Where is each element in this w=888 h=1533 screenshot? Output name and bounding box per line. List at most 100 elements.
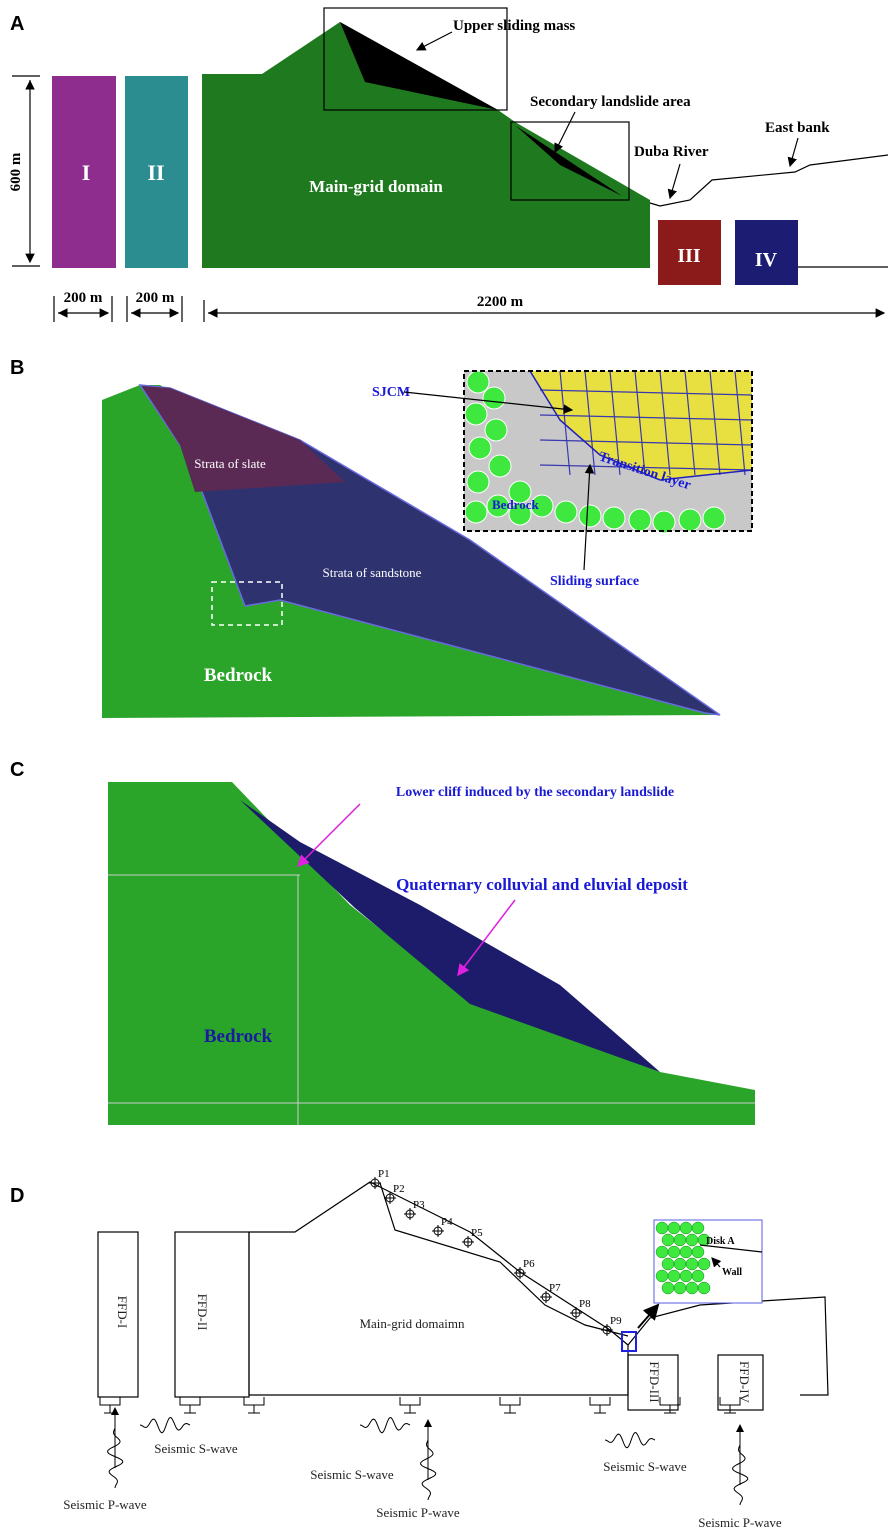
terrain xyxy=(650,155,888,206)
damper xyxy=(400,1397,420,1413)
annotation: Upper sliding mass xyxy=(453,18,575,34)
disk xyxy=(629,509,651,531)
annotation: Duba River xyxy=(634,144,709,160)
disk xyxy=(465,501,487,523)
wave-label: Seismic P-wave xyxy=(698,1515,782,1530)
disk xyxy=(662,1234,674,1246)
dimension-label: 200 m xyxy=(136,290,175,306)
damper xyxy=(180,1397,200,1413)
wave-label: Seismic P-wave xyxy=(376,1505,460,1520)
disk xyxy=(662,1282,674,1294)
disk xyxy=(662,1258,674,1270)
inset-label: Bedrock xyxy=(492,497,539,512)
damper xyxy=(244,1397,264,1413)
block-label: IV xyxy=(755,249,778,271)
point-label: P5 xyxy=(471,1227,483,1239)
disk xyxy=(674,1258,686,1270)
panel-label: B xyxy=(10,357,24,379)
point-label: P6 xyxy=(523,1258,535,1270)
inset-label: Sliding surface xyxy=(550,574,639,589)
domain-label: Main-grid domain xyxy=(309,177,443,196)
disk xyxy=(692,1222,704,1234)
wave-label: Seismic S-wave xyxy=(603,1459,687,1474)
arrow xyxy=(417,32,452,50)
dimension-label: 2200 m xyxy=(477,294,524,310)
disk xyxy=(698,1282,710,1294)
annotation: East bank xyxy=(765,120,830,136)
strata-label: Strata of slate xyxy=(194,456,266,471)
disk xyxy=(656,1270,668,1282)
block-label: III xyxy=(677,245,701,267)
ffd-label: FFD-I xyxy=(115,1296,130,1329)
disk xyxy=(485,419,507,441)
disk xyxy=(686,1258,698,1270)
disk xyxy=(465,403,487,425)
disk xyxy=(680,1246,692,1258)
disk xyxy=(698,1258,710,1270)
panel-a: A I II III IV Main-grid domain Upper sli… xyxy=(8,8,888,322)
disk xyxy=(483,387,505,409)
inset-label: Disk A xyxy=(706,1236,735,1247)
ffd-label: FFD-III xyxy=(647,1361,662,1402)
bedrock-label: Bedrock xyxy=(204,1026,273,1047)
point-label: P3 xyxy=(413,1199,425,1211)
panel-c: C Lower cliff induced by the secondary l… xyxy=(10,759,755,1125)
figure: A I II III IV Main-grid domain Upper sli… xyxy=(0,0,888,1533)
block-label: II xyxy=(147,160,164,185)
panel-label: D xyxy=(10,1185,24,1207)
disk xyxy=(489,455,511,477)
disk xyxy=(469,437,491,459)
damper xyxy=(590,1397,610,1413)
panel-label: C xyxy=(10,759,24,781)
annotation: Quaternary colluvial and eluvial deposit xyxy=(396,875,688,894)
disk xyxy=(679,509,701,531)
annotation: Secondary landslide area xyxy=(530,94,691,110)
disk xyxy=(674,1234,686,1246)
point-label: P9 xyxy=(610,1315,622,1327)
ffd-box xyxy=(175,1232,249,1397)
arrow xyxy=(555,112,575,152)
damper xyxy=(100,1397,120,1413)
s-wave xyxy=(360,1418,410,1433)
ffd-label: FFD-IV xyxy=(737,1361,752,1404)
block-label: I xyxy=(82,160,91,185)
disk xyxy=(579,505,601,527)
strata-label: Strata of sandstone xyxy=(323,565,422,580)
disk xyxy=(686,1234,698,1246)
panel-b: B Strata of slate Strata of sandstone Be… xyxy=(10,357,752,718)
disk xyxy=(656,1222,668,1234)
disk xyxy=(555,501,577,523)
point-label: P2 xyxy=(393,1183,405,1195)
disk xyxy=(692,1246,704,1258)
inset-label: Wall xyxy=(722,1267,742,1278)
waves xyxy=(108,1408,748,1505)
disk xyxy=(674,1282,686,1294)
main-grid xyxy=(202,22,650,268)
arrow xyxy=(790,138,798,166)
point-label: P7 xyxy=(549,1282,561,1294)
panel-label: A xyxy=(10,13,24,35)
disk xyxy=(467,371,489,393)
disk xyxy=(680,1270,692,1282)
wave-label: Seismic P-wave xyxy=(63,1497,147,1512)
disk xyxy=(668,1270,680,1282)
point-label: P1 xyxy=(378,1168,390,1180)
disk xyxy=(703,507,725,529)
annotation: Lower cliff induced by the secondary lan… xyxy=(396,785,674,800)
damper xyxy=(500,1397,520,1413)
point-label: P8 xyxy=(579,1298,591,1310)
disk xyxy=(653,511,675,533)
bedrock-label: Bedrock xyxy=(204,665,273,686)
dimension-label: 200 m xyxy=(64,290,103,306)
disk xyxy=(686,1282,698,1294)
panel-d: D FFD-I FFD-II FFD-III FFD-IV Main-grid … xyxy=(10,1168,828,1530)
point-label: P4 xyxy=(441,1216,453,1228)
disk xyxy=(668,1246,680,1258)
domain-label: Main-grid domaimn xyxy=(359,1316,465,1331)
disk xyxy=(656,1246,668,1258)
disk xyxy=(680,1222,692,1234)
disk xyxy=(467,471,489,493)
s-wave xyxy=(605,1433,655,1448)
wave-label: Seismic S-wave xyxy=(310,1467,394,1482)
arrow xyxy=(670,164,680,198)
